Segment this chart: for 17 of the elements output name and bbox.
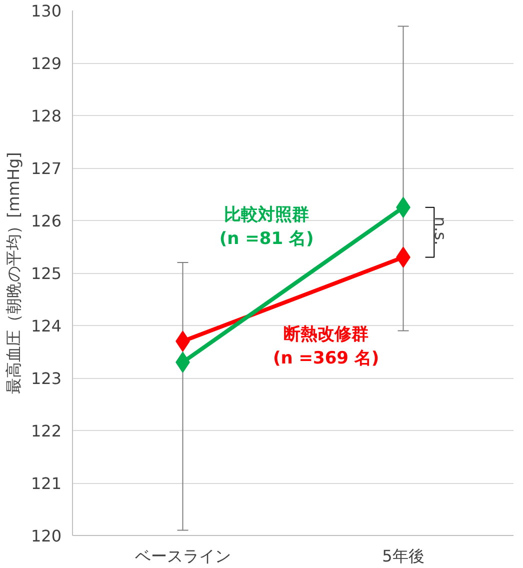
series-label: 比較対照群 (n =81 名) [219, 205, 314, 250]
annotation: n.s. [431, 216, 450, 246]
y-tick-label: 122 [30, 422, 62, 440]
x-tick-label: ベースライン [134, 546, 231, 566]
y-tick-label: 125 [30, 264, 62, 283]
y-tick-label: 124 [30, 316, 62, 336]
y-tick-label: 130 [30, 2, 62, 20]
y-tick-label: 121 [30, 474, 62, 493]
series-label: 断熱改修群 (n =369 名) [272, 324, 380, 368]
y-tick-label: 120 [30, 526, 62, 546]
x-tick-label: 5年後 [382, 546, 424, 566]
y-tick-label: 127 [30, 159, 62, 178]
y-tick-label: 126 [30, 212, 62, 230]
y-tick-label: 123 [30, 369, 62, 388]
y-tick-label: 129 [30, 54, 62, 73]
y-axis-title: 最高血圧（朝晩の平均）[mmHg] [4, 152, 23, 394]
y-tick-label: 128 [30, 106, 62, 126]
